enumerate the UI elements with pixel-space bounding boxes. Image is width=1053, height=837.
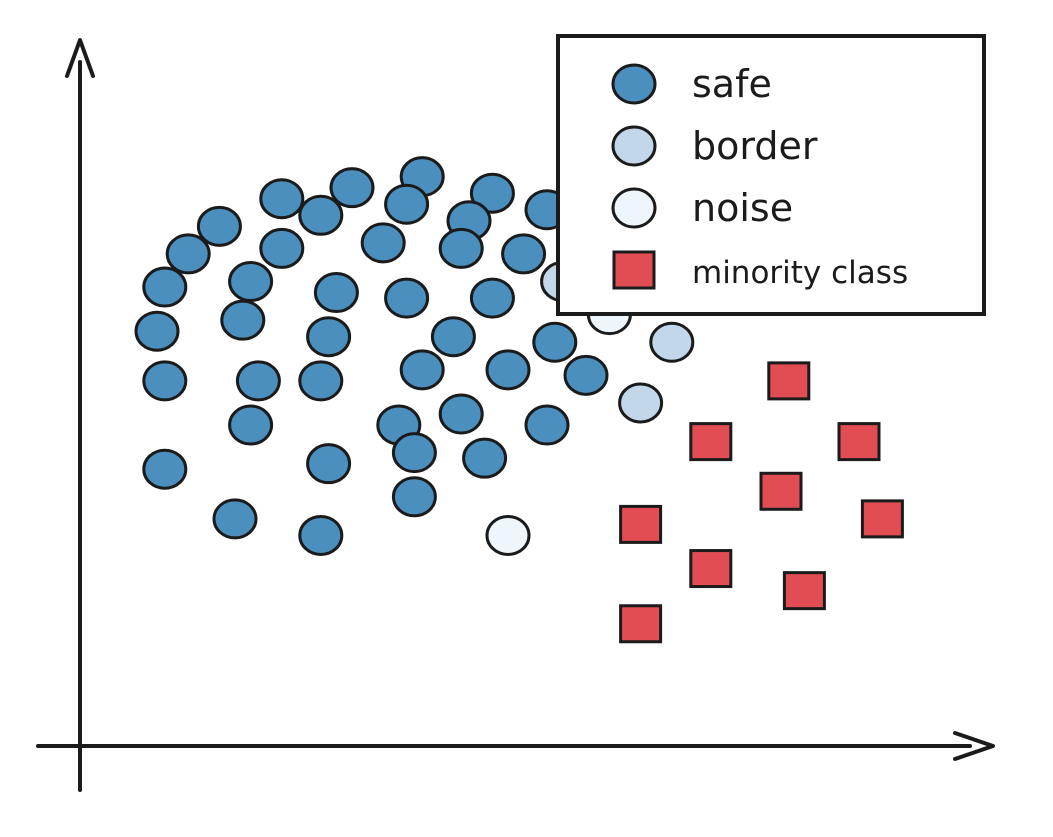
- safe-point-22: [306, 316, 352, 358]
- safe-point-30: [563, 354, 609, 396]
- legend-swatch-minority-class: [612, 250, 656, 290]
- border-point-2: [649, 321, 695, 363]
- minority-class-point-5: [619, 504, 663, 544]
- safe-point-23: [430, 316, 476, 358]
- minority-class-point-9: [619, 604, 663, 644]
- minority-class-point-8: [782, 571, 826, 611]
- safe-point-12: [360, 222, 406, 264]
- safe-point-31: [228, 404, 274, 446]
- legend-label-minority-class: minority class: [692, 255, 908, 291]
- legend: safe border noise minority class: [556, 34, 986, 316]
- safe-point-10: [165, 233, 211, 275]
- minority-class-point-1: [767, 361, 811, 401]
- safe-point-5: [196, 205, 242, 247]
- safe-point-20: [134, 310, 180, 352]
- legend-entries: safe border noise minority class: [611, 62, 908, 291]
- legend-entry-minority-class: minority class: [612, 250, 908, 291]
- safe-point-11: [259, 227, 305, 269]
- safe-point-39: [212, 498, 258, 540]
- legend-label-noise: noise: [692, 186, 793, 230]
- safe-point-18: [384, 277, 430, 319]
- safe-point-6: [298, 194, 344, 236]
- plot-marks: [134, 156, 904, 644]
- legend-entry-noise: noise: [611, 186, 793, 230]
- border-point-3: [618, 382, 664, 424]
- safe-point-1: [259, 178, 305, 220]
- minority-class-point-2: [689, 422, 733, 462]
- safe-point-16: [228, 261, 274, 303]
- legend-swatch-safe: [611, 63, 657, 105]
- minority-class-point-7: [860, 499, 904, 539]
- minority-class-point-6: [689, 549, 733, 589]
- axes: [36, 38, 995, 792]
- x-axis-arrowhead: [953, 731, 995, 761]
- noise-point-2: [485, 514, 531, 556]
- safe-point-29: [485, 349, 531, 391]
- safe-point-38: [462, 437, 508, 479]
- safe-point-7: [384, 183, 430, 225]
- safe-point-25: [142, 360, 188, 402]
- safe-point-37: [391, 432, 437, 474]
- legend-label-safe: safe: [692, 62, 772, 106]
- safe-point-40: [298, 514, 344, 556]
- safe-point-36: [306, 443, 352, 485]
- safe-point-24: [532, 321, 578, 363]
- legend-label-border: border: [692, 124, 818, 168]
- safe-point-14: [501, 233, 547, 275]
- safe-point-41: [391, 476, 437, 518]
- safe-point-19: [469, 277, 515, 319]
- safe-point-15: [142, 266, 188, 308]
- safe-point-35: [142, 448, 188, 490]
- minority-class-point-4: [759, 471, 803, 511]
- minority-class-point-3: [837, 422, 881, 462]
- legend-swatch-noise: [611, 187, 657, 229]
- safe-point-21: [220, 299, 266, 341]
- safe-point-2: [329, 167, 375, 209]
- safe-point-13: [438, 227, 484, 269]
- legend-entry-border: border: [611, 124, 818, 168]
- safe-point-17: [313, 272, 359, 314]
- safe-point-27: [298, 360, 344, 402]
- series-safe: [134, 156, 609, 556]
- safe-point-26: [235, 360, 281, 402]
- safe-point-4: [469, 172, 515, 214]
- series-minority-class: [619, 361, 904, 644]
- legend-swatch-border: [611, 125, 657, 167]
- y-axis-arrowhead: [65, 38, 95, 78]
- safe-point-28: [399, 349, 445, 391]
- safe-point-34: [524, 404, 570, 446]
- legend-entry-safe: safe: [611, 62, 772, 106]
- safe-point-33: [438, 393, 484, 435]
